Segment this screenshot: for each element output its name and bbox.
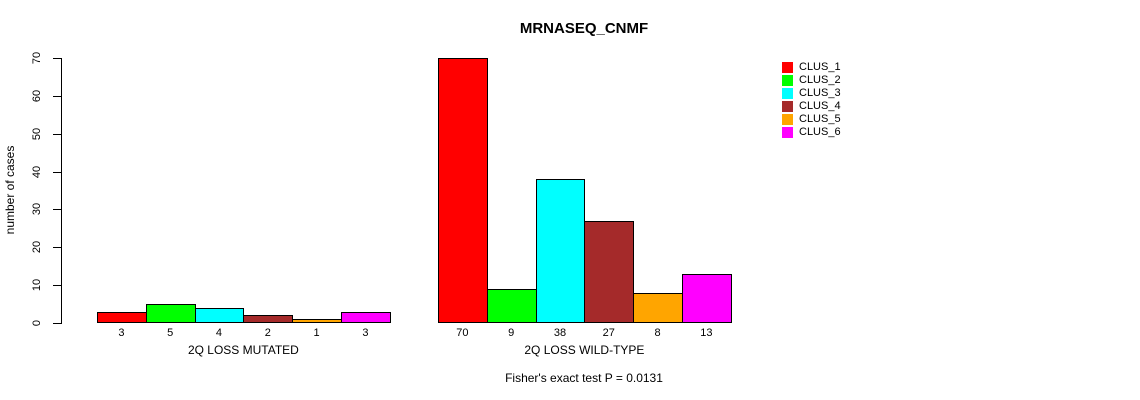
legend-label: CLUS_5 bbox=[799, 113, 841, 125]
bar-value-label: 3 bbox=[362, 327, 369, 339]
y-tick-label: 70 bbox=[31, 51, 43, 65]
bar-clus_1-2 bbox=[438, 58, 488, 323]
bar-value-label: 5 bbox=[167, 327, 174, 339]
bar-value-label: 9 bbox=[508, 327, 515, 339]
group-label: 2Q LOSS WILD-TYPE bbox=[524, 343, 645, 357]
bar-clus_2-1 bbox=[145, 304, 196, 323]
y-axis-label: number of cases bbox=[3, 145, 17, 235]
legend-swatch-icon bbox=[782, 114, 793, 125]
legend-row: CLUS_2 bbox=[782, 74, 841, 87]
y-tick bbox=[53, 323, 61, 324]
legend: CLUS_1 CLUS_2 CLUS_3 CLUS_4 CLUS_5 CLUS_6 bbox=[782, 61, 841, 139]
bar-value-label: 27 bbox=[602, 327, 615, 339]
y-tick bbox=[53, 209, 61, 211]
legend-label: CLUS_4 bbox=[799, 100, 841, 112]
y-tick-label: 50 bbox=[31, 127, 43, 140]
y-axis bbox=[61, 58, 62, 324]
legend-label: CLUS_1 bbox=[799, 61, 841, 73]
fisher-test-annotation: Fisher's exact test P = 0.0131 bbox=[505, 371, 663, 385]
legend-row: CLUS_6 bbox=[782, 126, 841, 139]
legend-swatch-icon bbox=[782, 88, 793, 99]
y-tick bbox=[53, 133, 61, 135]
legend-label: CLUS_2 bbox=[799, 74, 841, 86]
bar-value-label: 8 bbox=[654, 327, 661, 339]
bar-value-label: 38 bbox=[553, 327, 567, 339]
y-tick-label: 30 bbox=[31, 203, 43, 216]
bar-clus_5-1 bbox=[292, 319, 342, 323]
bar-clus_6-2 bbox=[682, 273, 732, 323]
legend-swatch-icon bbox=[782, 75, 793, 86]
legend-label: CLUS_6 bbox=[799, 126, 841, 138]
bar-clus_5-2 bbox=[633, 292, 683, 323]
y-tick bbox=[53, 247, 61, 249]
y-tick-label: 20 bbox=[31, 241, 43, 254]
bar-value-label: 4 bbox=[215, 327, 223, 339]
bar-clus_4-1 bbox=[243, 315, 294, 323]
y-tick-label: 60 bbox=[31, 89, 43, 102]
bar-clus_3-2 bbox=[535, 179, 586, 323]
bar-value-label: 2 bbox=[264, 327, 271, 339]
bar-clus_6-1 bbox=[341, 311, 391, 323]
bar-clus_3-1 bbox=[194, 307, 245, 323]
bar-clus_1-1 bbox=[97, 311, 147, 323]
legend-swatch-icon bbox=[782, 127, 793, 138]
y-tick bbox=[53, 285, 61, 287]
chart-title: MRNASEQ_CNMF bbox=[519, 20, 649, 37]
y-tick-label: 10 bbox=[31, 279, 43, 292]
legend-row: CLUS_3 bbox=[782, 87, 841, 100]
y-tick-label: 0 bbox=[31, 319, 43, 327]
legend-row: CLUS_5 bbox=[782, 113, 841, 126]
legend-row: CLUS_4 bbox=[782, 100, 841, 113]
y-tick bbox=[53, 95, 61, 97]
legend-swatch-icon bbox=[782, 62, 793, 73]
bar-value-label: 3 bbox=[118, 327, 125, 339]
bar-value-label: 13 bbox=[700, 327, 713, 339]
y-tick-label: 40 bbox=[31, 165, 43, 178]
group-label: 2Q LOSS MUTATED bbox=[187, 343, 299, 357]
y-tick bbox=[53, 171, 61, 173]
bar-value-label: 1 bbox=[313, 327, 320, 339]
legend-label: CLUS_3 bbox=[799, 87, 841, 99]
legend-swatch-icon bbox=[782, 101, 793, 112]
bar-value-label: 70 bbox=[456, 327, 469, 339]
bar-clus_2-2 bbox=[486, 288, 537, 323]
legend-row: CLUS_1 bbox=[782, 61, 841, 74]
y-tick bbox=[53, 58, 61, 59]
bar-clus_4-2 bbox=[584, 220, 635, 323]
